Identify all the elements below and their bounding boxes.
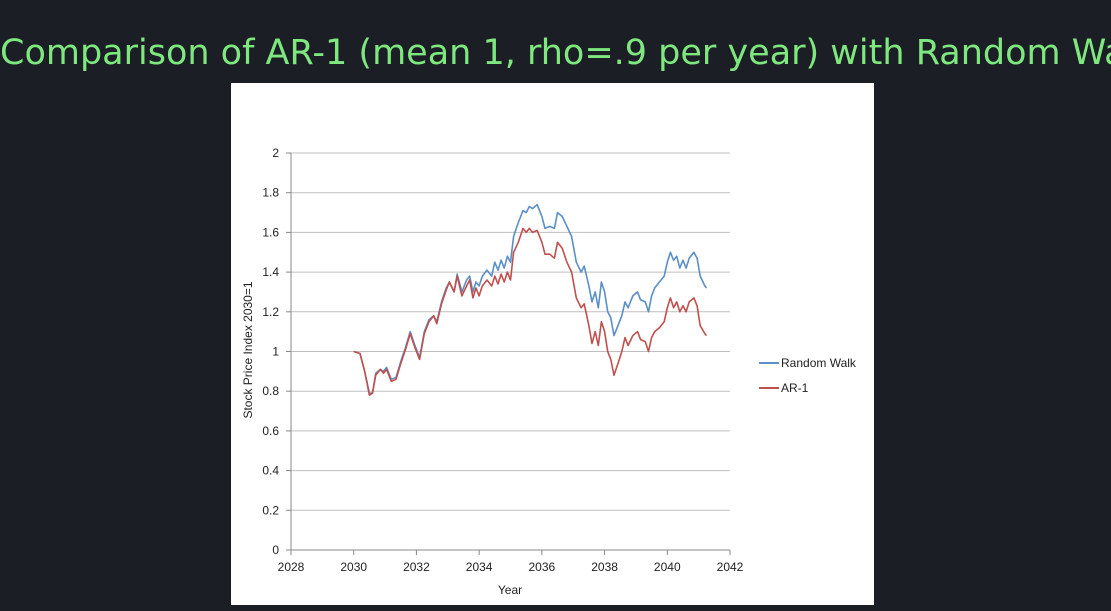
y-tick-label: 0.6 (262, 424, 279, 438)
legend-label: Random Walk (781, 356, 857, 370)
series (353, 203, 708, 396)
y-tick-label: 1.8 (262, 186, 279, 200)
legend-label: AR-1 (781, 381, 809, 395)
x-tick-label: 2040 (654, 560, 681, 574)
x-axis-title: Year (498, 583, 522, 597)
x-tick-label: 2034 (466, 560, 493, 574)
y-tick-label: 1.6 (262, 225, 279, 239)
y-tick-label: 0.2 (262, 503, 279, 517)
x-tick-label: 2042 (717, 560, 744, 574)
y-tick-label: 0 (272, 543, 279, 557)
y-tick-label: 2 (272, 146, 279, 160)
x-tick-label: 2030 (340, 560, 367, 574)
y-axis-title: Stock Price Index 2030=1 (241, 281, 255, 418)
y-tick-label: 1 (272, 345, 279, 359)
series-line-ar-1 (353, 227, 708, 396)
x-tick-label: 2038 (591, 560, 618, 574)
chart-panel: 0 0.2 0.4 0.6 0.8 1 1.2 1.4 1.6 1.8 2 2028 2030 2032 2… (231, 83, 874, 605)
x-tick-label: 2028 (278, 560, 305, 574)
y-tick-label: 0.4 (262, 464, 279, 478)
y-tick-label: 1.4 (262, 265, 279, 279)
axes (286, 152, 731, 555)
y-tick-label: 0.8 (262, 384, 279, 398)
line-chart: 0 0.2 0.4 0.6 0.8 1 1.2 1.4 1.6 1.8 2 2028 2030 2032 2… (241, 146, 857, 597)
slide-title: Comparison of AR-1 (mean 1, rho=.9 per y… (0, 33, 1111, 73)
legend: Random Walk AR-1 (759, 356, 857, 395)
tick-labels: 0 0.2 0.4 0.6 0.8 1 1.2 1.4 1.6 1.8 2 2028 2030 2032 2… (262, 146, 743, 574)
x-tick-label: 2032 (403, 560, 430, 574)
x-tick-label: 2036 (529, 560, 556, 574)
y-tick-label: 1.2 (262, 305, 279, 319)
gridlines (291, 152, 730, 511)
